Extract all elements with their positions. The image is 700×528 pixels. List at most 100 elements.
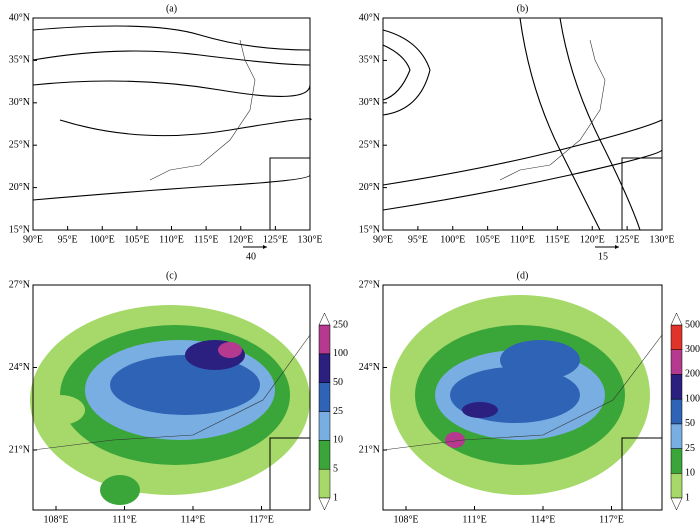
colorbar-segment — [318, 324, 331, 355]
colorbar-low-triangle — [670, 497, 683, 511]
panel-label: (b) — [517, 3, 529, 14]
precip-area — [462, 402, 498, 418]
colorbar-label: 1 — [333, 492, 338, 503]
y-tick-label: 15°N — [359, 224, 380, 235]
panel-label: (c) — [166, 270, 177, 281]
x-tick-label: 111°E — [112, 514, 136, 523]
panel-label: (d) — [517, 270, 529, 281]
colorbar-label: 200 — [685, 369, 700, 380]
colorbar-segment — [318, 353, 331, 383]
precip-area — [35, 395, 85, 425]
colorbar-segment — [318, 468, 331, 499]
colorbar-segment — [670, 423, 683, 449]
colorbar-label: 100 — [685, 393, 700, 404]
y-tick-label: 25°N — [9, 139, 30, 150]
colorbar-label: 250 — [333, 319, 348, 330]
x-tick-label: 125°E — [263, 234, 288, 245]
y-tick-label: 20°N — [9, 182, 30, 193]
x-tick-label: 130°E — [297, 234, 322, 245]
map-frame — [382, 284, 663, 511]
x-tick-label: 115°E — [194, 234, 219, 245]
y-tick-label: 20°N — [359, 182, 380, 193]
colorbar-low-triangle — [318, 497, 331, 511]
x-tick-label: 114°E — [181, 514, 206, 523]
x-tick-label: 105°E — [124, 234, 149, 245]
precip-area — [218, 342, 242, 358]
colorbar-segment — [670, 473, 683, 499]
colorbar-label: 500 — [685, 319, 700, 330]
x-tick-label: 120°E — [580, 234, 605, 245]
y-tick-label: 27°N — [359, 279, 380, 290]
x-tick-label: 100°E — [90, 234, 115, 245]
inset-map — [269, 437, 311, 511]
y-tick-label: 35°N — [9, 55, 30, 66]
x-tick-label: 95°E — [408, 234, 428, 245]
x-tick-label: 130°E — [649, 234, 674, 245]
colorbar-segment — [670, 324, 683, 350]
colorbar-label: 300 — [685, 344, 700, 355]
y-tick-label: 25°N — [359, 139, 380, 150]
colorbar-label: 10 — [685, 468, 695, 479]
y-tick-label: 35°N — [359, 55, 380, 66]
y-tick-label: 15°N — [9, 224, 30, 235]
x-tick-label: 108°E — [43, 514, 68, 523]
map-frame — [382, 17, 663, 231]
x-tick-label: 114°E — [531, 514, 556, 523]
precip-area — [445, 432, 465, 448]
colorbar-high-triangle — [670, 312, 683, 326]
map-frame — [32, 284, 311, 511]
inset-map — [621, 157, 663, 231]
reference-arrowhead — [263, 245, 267, 249]
y-tick-label: 21°N — [359, 444, 380, 455]
y-tick-label: 21°N — [9, 444, 30, 455]
reference-vector-label: 40 — [246, 251, 256, 262]
colorbar-segment — [670, 448, 683, 474]
x-tick-label: 125°E — [615, 234, 640, 245]
precip-area — [500, 340, 580, 380]
x-tick-label: 90°E — [23, 234, 43, 245]
colorbar-label: 100 — [333, 348, 348, 359]
x-tick-label: 117°E — [249, 514, 274, 523]
x-tick-label: 110°E — [159, 234, 184, 245]
x-tick-label: 100°E — [440, 234, 465, 245]
precip-area — [110, 355, 260, 415]
coastline — [382, 334, 663, 451]
inset-map — [269, 157, 311, 231]
colorbar-segment — [318, 440, 331, 470]
precip-area — [100, 475, 140, 505]
y-tick-label: 40°N — [359, 12, 380, 23]
y-tick-label: 30°N — [9, 97, 30, 108]
x-tick-label: 105°E — [475, 234, 500, 245]
inset-map — [621, 437, 663, 511]
x-tick-label: 95°E — [58, 234, 78, 245]
x-tick-label: 110°E — [510, 234, 535, 245]
x-tick-label: 117°E — [599, 514, 624, 523]
contours-a — [32, 25, 312, 201]
reference-arrowhead — [615, 245, 619, 249]
y-tick-label: 40°N — [9, 12, 30, 23]
colorbar-label: 10 — [333, 435, 343, 446]
reference-vector-label: 15 — [598, 251, 608, 262]
y-tick-label: 24°N — [359, 362, 380, 373]
colorbar-label: 25 — [685, 443, 695, 454]
colorbar-label: 1 — [685, 492, 690, 503]
x-tick-label: 111°E — [462, 514, 486, 523]
colorbar-segment — [318, 382, 331, 412]
y-tick-label: 27°N — [9, 279, 30, 290]
colorbar-label: 5 — [333, 463, 338, 474]
colorbar-segment — [318, 411, 331, 441]
colorbar-high-triangle — [318, 312, 331, 326]
x-tick-label: 120°E — [228, 234, 253, 245]
y-tick-label: 30°N — [359, 97, 380, 108]
y-tick-label: 24°N — [9, 362, 30, 373]
colorbar-segment — [670, 374, 683, 400]
colorbar-segment — [670, 349, 683, 375]
colorbar-label: 50 — [685, 418, 695, 429]
contours-b — [382, 17, 663, 231]
colorbar-segment — [670, 398, 683, 425]
colorbar-label: 50 — [333, 377, 343, 388]
x-tick-label: 115°E — [545, 234, 570, 245]
x-tick-label: 90°E — [373, 234, 393, 245]
x-tick-label: 108°E — [393, 514, 418, 523]
